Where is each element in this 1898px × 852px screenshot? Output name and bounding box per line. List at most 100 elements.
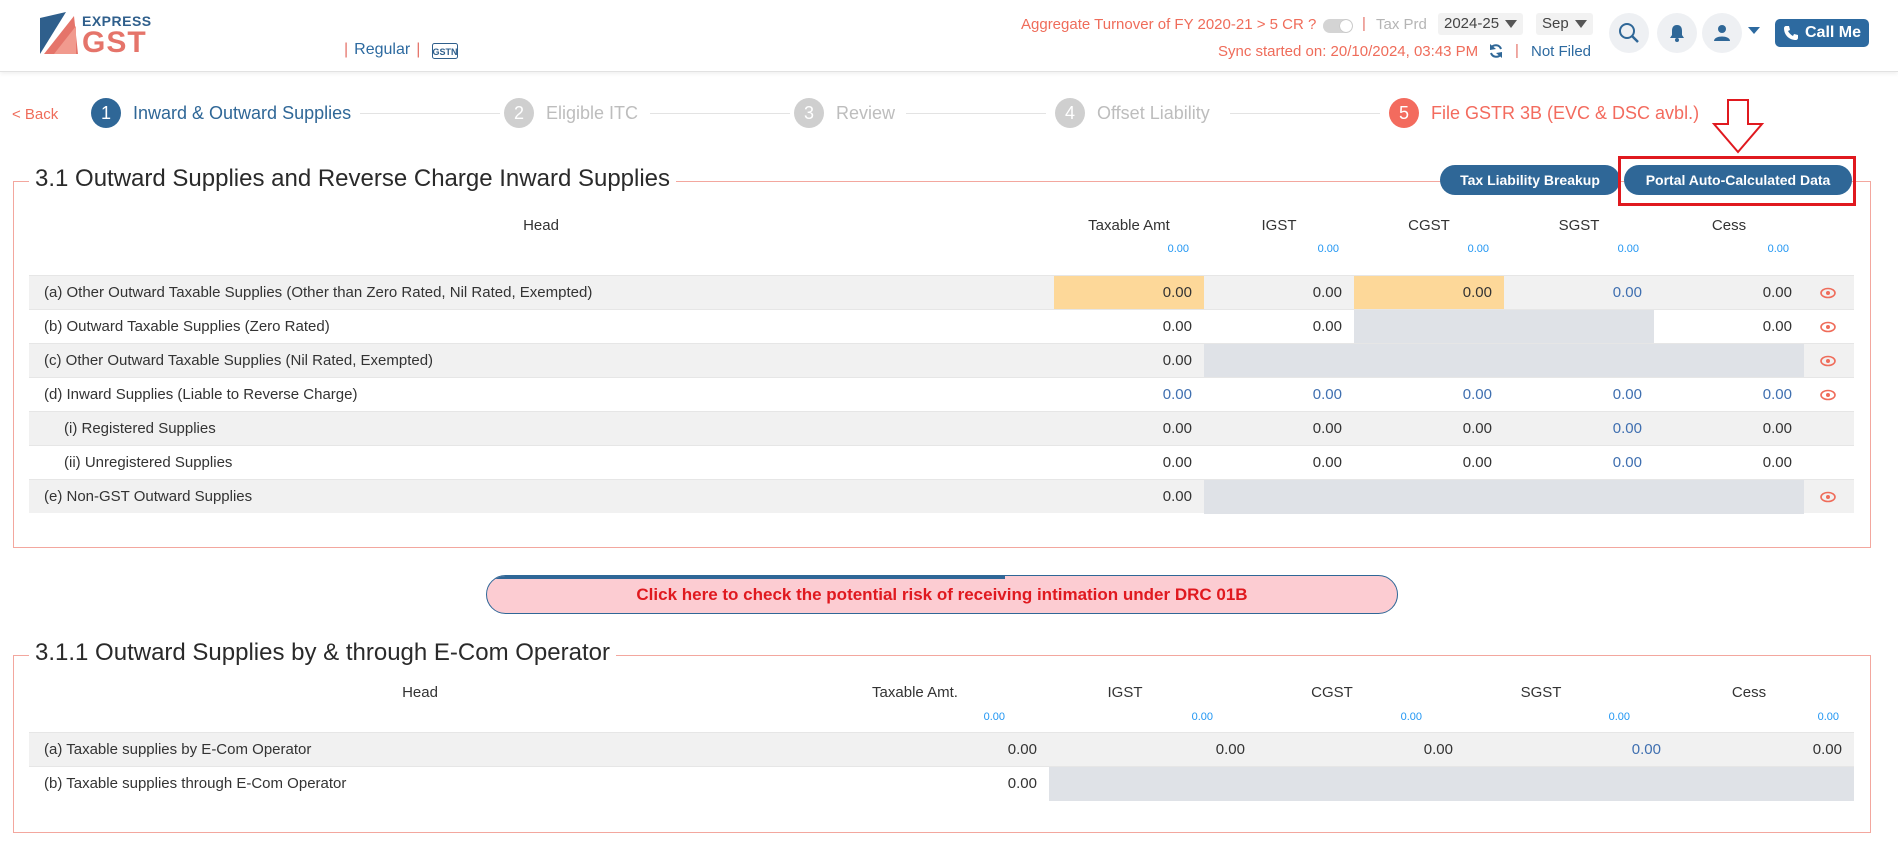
step-label: File GSTR 3B (EVC & DSC avbl.) (1431, 102, 1700, 123)
svg-text:GSTN: GSTN (432, 47, 457, 57)
cell-taxable-input[interactable]: 0.00 (1162, 420, 1192, 437)
month-select[interactable]: Sep (1536, 13, 1593, 35)
cell-igst-input[interactable]: 0.00 (1312, 318, 1342, 335)
eye-icon[interactable] (1820, 389, 1836, 401)
row-label: (i) Registered Supplies (64, 420, 216, 437)
cell-cess-input[interactable]: 0.00 (1762, 454, 1792, 471)
eye-icon[interactable] (1820, 287, 1836, 299)
drc-banner-text: Click here to check the potential risk o… (636, 584, 1248, 604)
step-connector (360, 113, 500, 114)
table-row: (i) Registered Supplies 0.00 0.00 0.00 0… (29, 411, 1854, 445)
step-offset-liability[interactable]: 4 Offset Liability (1055, 98, 1210, 128)
step-inward-outward[interactable]: 1 Inward & Outward Supplies (91, 98, 351, 128)
step-number: 4 (1055, 98, 1085, 128)
call-me-button[interactable]: Call Me (1775, 19, 1869, 47)
drc-01b-risk-check-button[interactable]: Click here to check the potential risk o… (486, 575, 1398, 614)
cell-sgst-value: 0.00 (1612, 454, 1642, 471)
cell-igst-input[interactable]: 0.00 (1312, 454, 1342, 471)
cell-igst-input[interactable]: 0.00 (1312, 284, 1342, 301)
logo-mark-icon (40, 12, 78, 54)
cell-taxable-input[interactable]: 0.00 (1162, 488, 1192, 505)
back-link[interactable]: < Back (12, 106, 59, 123)
table-row: (a) Other Outward Taxable Supplies (Othe… (29, 275, 1854, 310)
table-row: (ii) Unregistered Supplies 0.00 0.00 0.0… (29, 445, 1854, 479)
col-taxable-amt: Taxable Amt (1088, 217, 1170, 234)
cell-taxable-input[interactable]: 0.00 (1162, 454, 1192, 471)
step-file-gstr3b[interactable]: 5 File GSTR 3B (EVC & DSC avbl.) (1389, 98, 1699, 128)
step-label: Inward & Outward Supplies (133, 102, 352, 123)
cell-cess-input[interactable]: 0.00 (1762, 318, 1792, 335)
eye-icon[interactable] (1820, 355, 1836, 367)
filing-status: Not Filed (1531, 43, 1592, 60)
aggregate-turnover-toggle[interactable] (1323, 19, 1353, 33)
eye-icon[interactable] (1820, 491, 1836, 503)
row-label: (c) Other Outward Taxable Supplies (Nil … (44, 352, 434, 369)
row-label: (b) Taxable supplies through E-Com Opera… (44, 775, 347, 792)
step-label: Eligible ITC (546, 102, 639, 123)
cell-sgst-value: 0.00 (1612, 420, 1642, 437)
user-icon (1714, 25, 1730, 41)
cell-cgst-input[interactable]: 0.00 (1354, 276, 1504, 310)
table-row: (c) Other Outward Taxable Supplies (Nil … (29, 343, 1854, 378)
cell-taxable-value: 0.00 (1162, 386, 1192, 403)
fy-select-value: 2024-25 (1444, 15, 1500, 32)
step-connector (1230, 113, 1380, 114)
bell-icon (1670, 25, 1684, 42)
cell-igst-input[interactable]: 0.00 (1215, 741, 1245, 758)
table-row: (a) Taxable supplies by E-Com Operator 0… (29, 732, 1854, 766)
total-cgst: 0.00 (1400, 711, 1422, 723)
total-igst: 0.00 (1317, 243, 1339, 255)
gstin-icon[interactable]: GSTN (432, 43, 458, 59)
table-row: (e) Non-GST Outward Supplies 0.00 (29, 479, 1854, 514)
cell-cess-input[interactable]: 0.00 (1762, 284, 1792, 301)
step-connector (906, 113, 1046, 114)
notifications-button[interactable] (1657, 13, 1697, 53)
col-cess: Cess (1731, 684, 1767, 701)
cell-cess-input[interactable]: 0.00 (1762, 420, 1792, 437)
step-connector (650, 113, 790, 114)
step-label: Review (836, 102, 896, 123)
step-review[interactable]: 3 Review (794, 98, 895, 128)
eye-icon[interactable] (1820, 321, 1836, 333)
cell-taxable-input[interactable]: 0.00 (1162, 318, 1192, 335)
col-sgst: SGST (1558, 217, 1600, 234)
disabled-cells (1204, 344, 1804, 378)
chevron-down-icon (1505, 20, 1518, 29)
user-menu-chevron-icon[interactable] (1748, 27, 1760, 34)
total-cgst: 0.00 (1467, 243, 1489, 255)
total-cess: 0.00 (1767, 243, 1789, 255)
cell-cess-input[interactable]: 0.00 (1812, 741, 1842, 758)
col-cgst: CGST (1311, 684, 1353, 701)
cell-cgst-input[interactable]: 0.00 (1462, 454, 1492, 471)
express-gst-logo[interactable]: EXPRESS GST (40, 12, 160, 59)
refresh-icon[interactable] (1488, 43, 1504, 59)
user-profile-button[interactable] (1702, 13, 1742, 53)
cell-taxable-input[interactable]: 0.00 (1054, 276, 1204, 310)
section-3-1-1-title: 3.1.1 Outward Supplies by & through E-Co… (29, 639, 616, 667)
cell-sgst-value: 0.00 (1631, 741, 1661, 758)
fy-select[interactable]: 2024-25 (1438, 13, 1524, 35)
sync-status-text: Sync started on: 20/10/2024, 03:43 PM (1218, 43, 1479, 60)
step-eligible-itc[interactable]: 2 Eligible ITC (504, 98, 638, 128)
section-3-1-title: 3.1 Outward Supplies and Reverse Charge … (29, 165, 677, 193)
cell-taxable-input[interactable]: 0.00 (1162, 352, 1192, 369)
search-gstin-button[interactable] (1609, 13, 1649, 53)
col-head: Head (402, 684, 438, 701)
cell-cgst-input[interactable]: 0.00 (1423, 741, 1453, 758)
col-taxable-amt: Taxable Amt. (872, 684, 958, 701)
cell-sgst-value: 0.00 (1612, 284, 1642, 301)
tax-liability-breakup-button[interactable]: Tax Liability Breakup (1440, 165, 1620, 195)
disabled-cells (1049, 767, 1854, 801)
row-label: (a) Other Outward Taxable Supplies (Othe… (44, 284, 593, 301)
cell-taxable-input[interactable]: 0.00 (1007, 775, 1037, 792)
portal-auto-calculated-data-button[interactable]: Portal Auto-Calculated Data (1624, 165, 1852, 195)
logo-text-top: EXPRESS (82, 13, 152, 29)
total-taxable: 0.00 (983, 711, 1005, 723)
step-number: 1 (91, 98, 121, 128)
col-sgst: SGST (1520, 684, 1562, 701)
cell-igst-input[interactable]: 0.00 (1312, 420, 1342, 437)
row-label: (a) Taxable supplies by E-Com Operator (44, 741, 312, 758)
cell-cgst-input[interactable]: 0.00 (1462, 420, 1492, 437)
disabled-cells (1204, 480, 1804, 514)
cell-taxable-input[interactable]: 0.00 (1007, 741, 1037, 758)
